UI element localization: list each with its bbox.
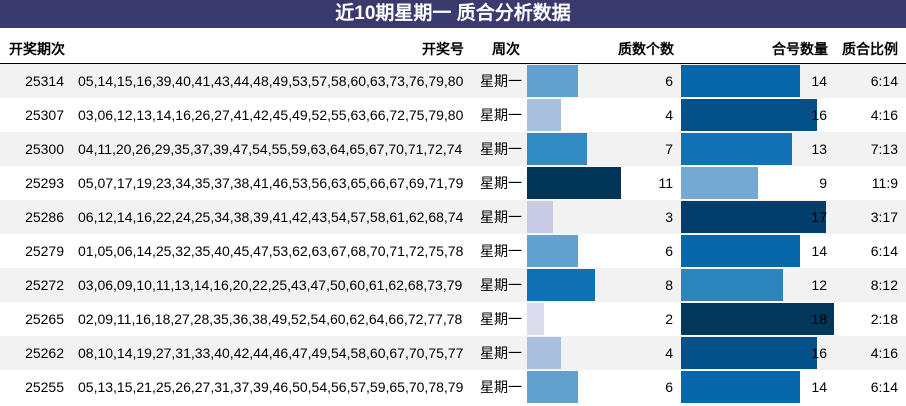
composite-count-bar xyxy=(681,201,826,233)
prime-count-cell: 3 xyxy=(665,209,673,225)
prime-count-bar xyxy=(527,303,544,335)
prime-count-cell: 11 xyxy=(658,175,673,191)
composite-count-bar xyxy=(681,371,800,403)
issue-cell: 25272 xyxy=(25,277,64,293)
composite-count-cell: 16 xyxy=(811,345,827,361)
numbers-cell: 08,10,14,19,27,31,33,40,42,44,46,47,49,5… xyxy=(78,345,464,361)
composite-count-cell: 14 xyxy=(811,379,827,395)
table-row: 25314 05,14,15,16,39,40,41,43,44,48,49,53… xyxy=(0,64,906,98)
header-numbers: 开奖号 xyxy=(422,41,464,57)
composite-count-cell: 13 xyxy=(811,141,827,157)
page-title: 近10期星期一 质合分析数据 xyxy=(0,0,906,28)
numbers-cell: 01,05,06,14,25,32,35,40,45,47,53,62,63,6… xyxy=(78,243,464,259)
issue-cell: 25293 xyxy=(25,175,64,191)
numbers-cell: 05,07,17,19,23,34,35,37,38,41,46,53,56,6… xyxy=(78,175,464,191)
weekday-cell: 星期一 xyxy=(480,345,522,361)
table-row: 25307 03,06,12,13,14,16,26,27,41,42,45,49… xyxy=(0,98,906,132)
ratio-cell: 11:9 xyxy=(871,175,898,191)
composite-count-bar xyxy=(681,167,758,199)
ratio-cell: 4:16 xyxy=(870,345,898,361)
weekday-cell: 星期一 xyxy=(480,175,522,191)
prime-count-bar xyxy=(527,337,561,369)
prime-count-cell: 8 xyxy=(665,277,673,293)
composite-count-cell: 17 xyxy=(811,209,827,225)
numbers-cell: 05,13,15,21,25,26,27,31,37,39,46,50,54,5… xyxy=(78,379,464,395)
table-row: 25279 01,05,06,14,25,32,35,40,45,47,53,62… xyxy=(0,234,906,268)
composite-count-bar xyxy=(681,133,792,165)
ratio-cell: 8:12 xyxy=(870,277,898,293)
prime-count-bar xyxy=(527,133,587,165)
prime-count-cell: 6 xyxy=(665,243,673,259)
prime-count-cell: 2 xyxy=(665,311,673,327)
header-composite-count: 合号数量 xyxy=(772,41,828,57)
prime-count-bar xyxy=(527,269,595,301)
prime-count-bar xyxy=(527,201,553,233)
issue-cell: 25307 xyxy=(25,107,64,123)
numbers-cell: 04,11,20,26,29,35,37,39,47,54,55,59,63,6… xyxy=(78,141,463,157)
issue-cell: 25286 xyxy=(25,209,64,225)
issue-cell: 25314 xyxy=(25,73,64,89)
table-row: 25265 02,09,11,16,18,27,28,35,36,38,49,52… xyxy=(0,302,906,336)
composite-count-bar xyxy=(681,337,817,369)
table-row: 25272 03,06,09,10,11,13,14,16,20,22,25,43… xyxy=(0,268,906,302)
table-row: 25300 04,11,20,26,29,35,37,39,47,54,55,59… xyxy=(0,132,906,166)
composite-count-bar xyxy=(681,235,800,267)
weekday-cell: 星期一 xyxy=(480,277,522,293)
header-prime-count: 质数个数 xyxy=(618,41,674,57)
weekday-cell: 星期一 xyxy=(480,73,522,89)
issue-cell: 25279 xyxy=(25,243,64,259)
weekday-cell: 星期一 xyxy=(480,379,522,395)
ratio-cell: 6:14 xyxy=(870,243,898,259)
composite-count-bar xyxy=(681,65,800,97)
numbers-cell: 02,09,11,16,18,27,28,35,36,38,49,52,54,6… xyxy=(78,311,463,327)
table-row: 25255 05,13,15,21,25,26,27,31,37,39,46,50… xyxy=(0,370,906,404)
prime-count-cell: 7 xyxy=(665,141,673,157)
weekday-cell: 星期一 xyxy=(480,243,522,259)
weekday-cell: 星期一 xyxy=(480,107,522,123)
composite-count-bar xyxy=(681,269,783,301)
ratio-cell: 6:14 xyxy=(870,73,898,89)
composite-count-bar xyxy=(681,99,817,131)
composite-count-cell: 18 xyxy=(811,311,827,327)
prime-count-cell: 4 xyxy=(665,345,673,361)
issue-cell: 25262 xyxy=(25,345,64,361)
prime-count-cell: 6 xyxy=(665,73,673,89)
composite-count-cell: 14 xyxy=(811,243,827,259)
issue-cell: 25300 xyxy=(25,141,64,157)
numbers-cell: 03,06,12,13,14,16,26,27,41,42,45,49,52,5… xyxy=(78,107,464,123)
table-row: 25262 08,10,14,19,27,31,33,40,42,44,46,47… xyxy=(0,336,906,370)
composite-count-cell: 14 xyxy=(811,73,827,89)
table-row: 25293 05,07,17,19,23,34,35,37,38,41,46,53… xyxy=(0,166,906,200)
table-body: 25314 05,14,15,16,39,40,41,43,44,48,49,53… xyxy=(0,64,906,404)
numbers-cell: 03,06,09,10,11,13,14,16,20,22,25,43,47,5… xyxy=(78,277,463,293)
ratio-cell: 2:18 xyxy=(870,311,898,327)
prime-count-bar xyxy=(527,371,578,403)
prime-count-bar xyxy=(527,167,621,199)
issue-cell: 25255 xyxy=(25,379,64,395)
table-header: 开奖期次 开奖号 周次 质数个数 合号数量 质合比例 xyxy=(0,28,906,64)
ratio-cell: 6:14 xyxy=(870,379,898,395)
prime-count-bar xyxy=(527,99,561,131)
composite-count-bar xyxy=(681,303,834,335)
weekday-cell: 星期一 xyxy=(480,141,522,157)
header-weekday: 周次 xyxy=(492,41,520,57)
header-ratio: 质合比例 xyxy=(842,41,898,57)
composite-count-cell: 12 xyxy=(811,277,827,293)
ratio-cell: 3:17 xyxy=(870,209,898,225)
composite-count-cell: 16 xyxy=(811,107,827,123)
table-row: 25286 06,12,14,16,22,24,25,34,38,39,41,42… xyxy=(0,200,906,234)
weekday-cell: 星期一 xyxy=(480,311,522,327)
header-issue: 开奖期次 xyxy=(9,41,65,57)
ratio-cell: 7:13 xyxy=(870,141,898,157)
prime-count-bar xyxy=(527,65,578,97)
composite-count-cell: 9 xyxy=(819,175,827,191)
prime-count-cell: 6 xyxy=(665,379,673,395)
numbers-cell: 06,12,14,16,22,24,25,34,38,39,41,42,43,5… xyxy=(78,209,464,225)
prime-count-cell: 4 xyxy=(665,107,673,123)
weekday-cell: 星期一 xyxy=(480,209,522,225)
prime-count-bar xyxy=(527,235,578,267)
ratio-cell: 4:16 xyxy=(870,107,898,123)
numbers-cell: 05,14,15,16,39,40,41,43,44,48,49,53,57,5… xyxy=(78,73,464,89)
issue-cell: 25265 xyxy=(25,311,64,327)
